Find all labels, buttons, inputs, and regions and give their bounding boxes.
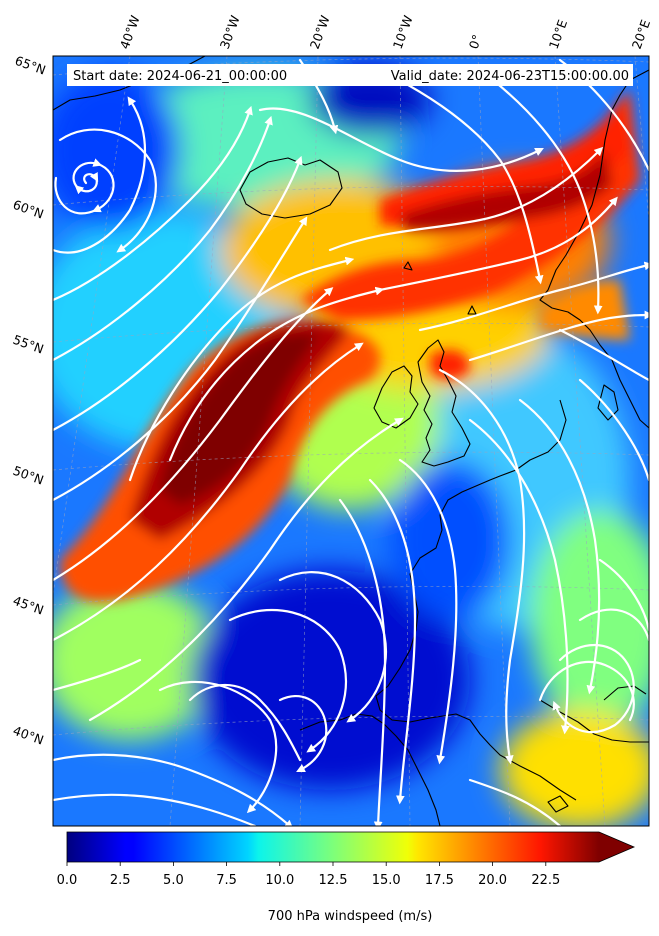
lon-label-10w: 10°W (390, 13, 416, 51)
continental-europe-coast (375, 399, 577, 801)
lon-label-20w: 20°W (307, 13, 333, 51)
colorbar-tick-label: 5.0 (163, 873, 184, 888)
colorbar-tick-label: 20.0 (478, 873, 507, 888)
colorbar-label: 700 hPa windspeed (m/s) (268, 909, 433, 924)
colorbar-extend-arrow (599, 832, 634, 862)
lat-label-40n: 40°N (11, 723, 46, 748)
lon-label-10e: 10°E (546, 18, 570, 51)
lat-label-60n: 60°N (11, 197, 46, 222)
colorbar-gradient (67, 832, 599, 862)
latitude-labels: 65°N 60°N 55°N 50°N 45°N 40°N (11, 53, 48, 748)
lon-label-0: 0° (466, 33, 485, 51)
colorbar-tick-label: 10.0 (265, 873, 294, 888)
lat-label-65n: 65°N (13, 53, 48, 78)
colorbar-tick-label: 2.5 (110, 873, 131, 888)
iceland-coast (239, 157, 343, 219)
streamlines (53, 58, 649, 826)
colorbar-tick-label: 12.5 (319, 873, 348, 888)
lon-label-40w: 40°W (117, 13, 143, 51)
colorbar-tick-label: 0.0 (57, 873, 78, 888)
longitude-labels: 40°W 30°W 20°W 10°W 0° 10°E 20°E (117, 13, 653, 51)
colorbar-tick-label: 17.5 (425, 873, 454, 888)
iberia-coast (339, 713, 441, 826)
start-date-label: Start date: 2024-06-21_00:00:00 (73, 69, 287, 84)
lon-label-20e: 20°E (629, 18, 653, 51)
colorbar-tick-label: 7.5 (216, 873, 237, 888)
ireland-coast (373, 365, 419, 429)
windspeed-field (53, 56, 649, 826)
valid-date-label: Valid_date: 2024-06-23T15:00:00.00 (391, 69, 629, 84)
lat-label-55n: 55°N (11, 332, 46, 357)
info-box (67, 64, 633, 86)
colorbar-tick-label: 22.5 (531, 873, 560, 888)
colorbar-tick-label: 15.0 (372, 873, 401, 888)
lon-label-30w: 30°W (217, 13, 243, 51)
map-frame (52, 55, 650, 827)
lat-label-50n: 50°N (11, 463, 46, 488)
colorbar-ticks: 0.0 2.5 5.0 7.5 10.0 12.5 15.0 17.5 20.0 22.5 (57, 862, 560, 888)
lat-label-45n: 45°N (11, 593, 46, 618)
colorbar: 0.0 2.5 5.0 7.5 10.0 12.5 15.0 17.5 20.0 22.5 700… (57, 831, 636, 924)
britain-coast (417, 339, 471, 467)
